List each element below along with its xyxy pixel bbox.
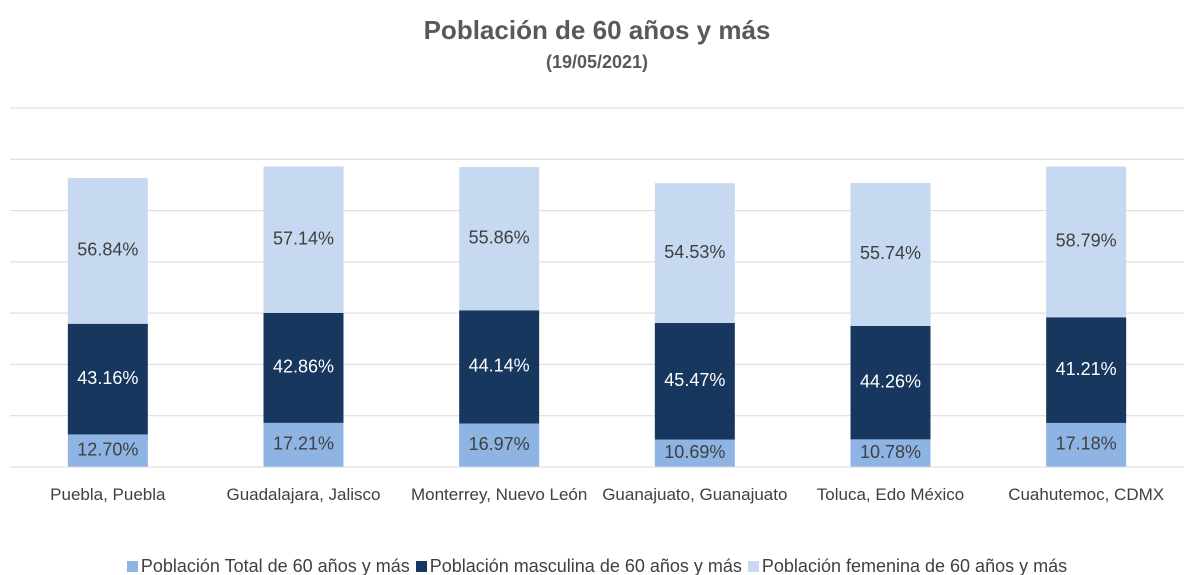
data-label: 10.78% [860, 442, 921, 462]
bar-segment [459, 423, 540, 467]
data-label: 12.70% [77, 439, 138, 459]
chart-title: Población de 60 años y más [424, 15, 771, 45]
bar-segment [263, 422, 344, 467]
bar-segment [1046, 317, 1127, 423]
data-label: 10.69% [664, 442, 725, 462]
x-tick-label: Monterrey, Nuevo León [410, 485, 588, 504]
data-label: 55.86% [469, 227, 530, 247]
data-label: 44.14% [469, 356, 530, 376]
data-label: 41.21% [1056, 359, 1117, 379]
data-label: 17.21% [273, 434, 334, 454]
bar-segment [1046, 422, 1127, 467]
legend-swatch [126, 561, 138, 572]
legend-label: Población femenina de 60 años y más [761, 556, 1068, 575]
legend-item: Población femenina de 60 años y más [747, 556, 1068, 575]
bar-segment [67, 434, 148, 467]
bar-segment [67, 178, 148, 324]
bar-segment [459, 310, 540, 424]
x-tick-label: Cuahutemoc, CDMX [1008, 485, 1165, 504]
bar-segment [263, 166, 344, 313]
data-label: 57.14% [273, 228, 334, 248]
x-tick-label: Guadalajara, Jalisco [226, 485, 381, 504]
bar-segment [850, 325, 931, 440]
legend-swatch [747, 561, 759, 572]
data-label: 55.74% [860, 243, 921, 263]
data-label: 58.79% [1056, 231, 1117, 251]
bar-segment [850, 439, 931, 467]
bar-segment [850, 182, 931, 326]
legend-label: Población masculina de 60 años y más [429, 556, 742, 575]
legend-item: Población masculina de 60 años y más [415, 556, 742, 575]
legend-swatch [415, 561, 427, 572]
data-label: 45.47% [664, 370, 725, 390]
data-label: 43.16% [77, 368, 138, 388]
bar-segment [1046, 166, 1127, 318]
bar-segment [654, 439, 735, 467]
data-label: 54.53% [664, 242, 725, 262]
x-tick-label: Toluca, Edo México [816, 485, 965, 504]
data-label: 56.84% [77, 240, 138, 260]
data-label: 17.18% [1056, 434, 1117, 454]
data-label: 16.97% [469, 434, 530, 454]
legend-label: Población Total de 60 años y más [140, 556, 410, 575]
bar-segment [459, 167, 540, 311]
bar-segment [67, 323, 148, 435]
x-tick-label: Puebla, Puebla [50, 485, 166, 504]
data-label: 42.86% [273, 357, 334, 377]
bar-segment [654, 322, 735, 440]
legend: Población Total de 60 años y más Població… [0, 556, 1194, 575]
legend-item: Población Total de 60 años y más [126, 556, 410, 575]
chart-subtitle: (19/05/2021) [546, 52, 648, 72]
bar-segment [263, 312, 344, 423]
bar-segment [654, 183, 735, 323]
data-label: 44.26% [860, 371, 921, 391]
x-tick-label: Guanajuato, Guanajuato [602, 485, 788, 504]
